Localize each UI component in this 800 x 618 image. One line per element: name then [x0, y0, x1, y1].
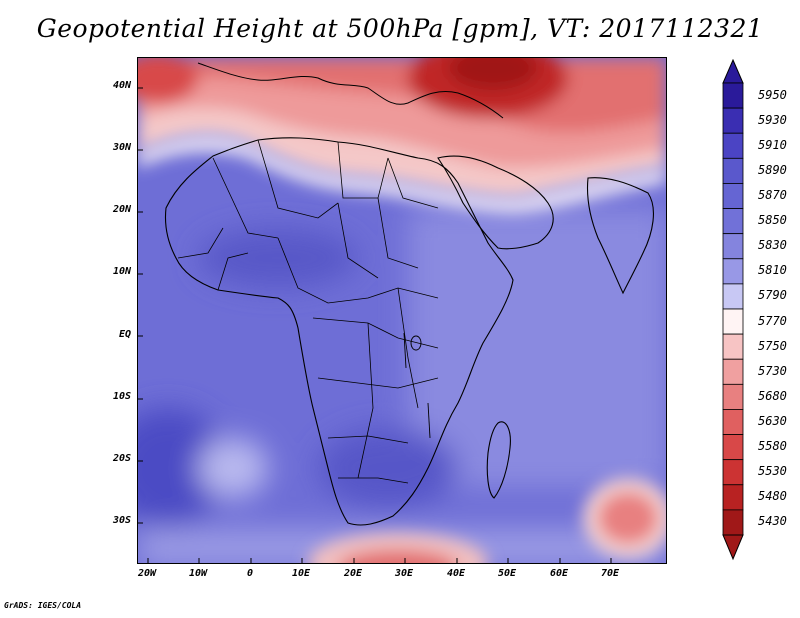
lon-label-30e: 30E — [394, 568, 414, 579]
transition-band — [138, 135, 666, 213]
colorbar-level-label: 5580 — [758, 439, 787, 454]
lat-label-20s: 20S — [112, 453, 131, 464]
country-borders — [177, 139, 439, 484]
lat-label-10n: 10N — [112, 266, 131, 277]
colorbar-cell — [722, 434, 744, 461]
colorbar-level-label: 5930 — [758, 112, 787, 127]
colorbar-level-label: 5870 — [758, 188, 787, 202]
colorbar-bottom-arrow — [722, 534, 744, 561]
india-coastline — [586, 177, 654, 295]
colorbar-cells — [722, 82, 744, 536]
lat-label-10s: 10S — [112, 391, 131, 402]
arabia-coastline — [437, 155, 554, 250]
lat-label-30s: 30S — [112, 515, 131, 526]
lat-label-40n: 40N — [112, 80, 131, 91]
lon-label-60e: 60E — [549, 568, 569, 579]
colorbar-cell — [722, 358, 744, 385]
colorbar-level-label: 5530 — [758, 464, 787, 479]
map-svg — [138, 58, 666, 563]
colorbar-cell — [722, 409, 744, 435]
colorbar-level-label: 5680 — [758, 388, 787, 403]
colorbar-level-label: 5430 — [758, 514, 787, 529]
lon-label-50e: 50E — [497, 568, 517, 579]
colorbar-level-label: 5830 — [758, 238, 787, 253]
colorbar-level-label: 5950 — [758, 87, 787, 102]
colorbar-cell — [722, 183, 744, 209]
lon-label-20w: 20W — [137, 568, 157, 579]
colorbar-level-label: 5910 — [758, 137, 787, 152]
colorbar-cell — [722, 258, 744, 285]
great-lakes — [403, 332, 431, 439]
lon-ticks — [147, 558, 612, 563]
colorbar-level-label: 5770 — [758, 313, 787, 328]
colorbar-cell — [722, 208, 744, 235]
colorbar-top-arrow — [722, 59, 744, 84]
footer-credit: GrADS: IGES/COLA — [4, 601, 82, 610]
chart-title: Geopotential Height at 500hPa [gpm], VT:… — [36, 14, 764, 43]
colorbar-cell — [722, 82, 744, 109]
colorbar-cell — [722, 484, 744, 511]
lon-label-40e: 40E — [446, 568, 466, 579]
colorbar-cell — [722, 283, 744, 310]
colorbar-cell — [722, 233, 744, 260]
southern-low-heights — [308, 478, 666, 563]
lon-label-0: 0 — [246, 568, 254, 579]
lon-label-20e: 20E — [343, 568, 363, 579]
colorbar-cell — [722, 459, 744, 486]
colorbar-level-label: 5850 — [758, 213, 787, 228]
madagascar-outline — [486, 421, 511, 499]
colorbar-level-label: 5810 — [758, 263, 787, 278]
colorbar-cell — [722, 383, 744, 410]
lon-label-10e: 10E — [291, 568, 311, 579]
colorbar-cell — [722, 333, 744, 360]
lat-label-eq: EQ — [118, 329, 131, 340]
colorbar-cell — [722, 107, 744, 134]
northern-low-heights — [138, 58, 666, 198]
colorbar-level-label: 5750 — [758, 338, 787, 353]
map-panel — [137, 57, 667, 564]
colorbar-level-label: 5630 — [758, 414, 787, 428]
colorbar — [722, 59, 744, 561]
colorbar-cell — [722, 157, 744, 184]
colorbar-level-label: 5890 — [758, 162, 787, 177]
europe-coastline — [197, 62, 504, 119]
lat-label-30n: 30N — [112, 142, 131, 153]
lon-label-10w: 10W — [188, 568, 208, 579]
lon-label-70e: 70E — [600, 568, 620, 579]
colorbar-level-label: 5730 — [758, 363, 787, 378]
lat-label-20n: 20N — [112, 204, 131, 215]
colorbar-level-label: 5790 — [758, 288, 787, 303]
lat-ticks — [138, 87, 143, 524]
colorbar-cell — [722, 509, 744, 536]
colorbar-cell — [722, 132, 744, 159]
colorbar-level-label: 5480 — [758, 489, 787, 504]
colorbar-cell — [722, 308, 744, 335]
africa-coastline — [164, 137, 514, 526]
